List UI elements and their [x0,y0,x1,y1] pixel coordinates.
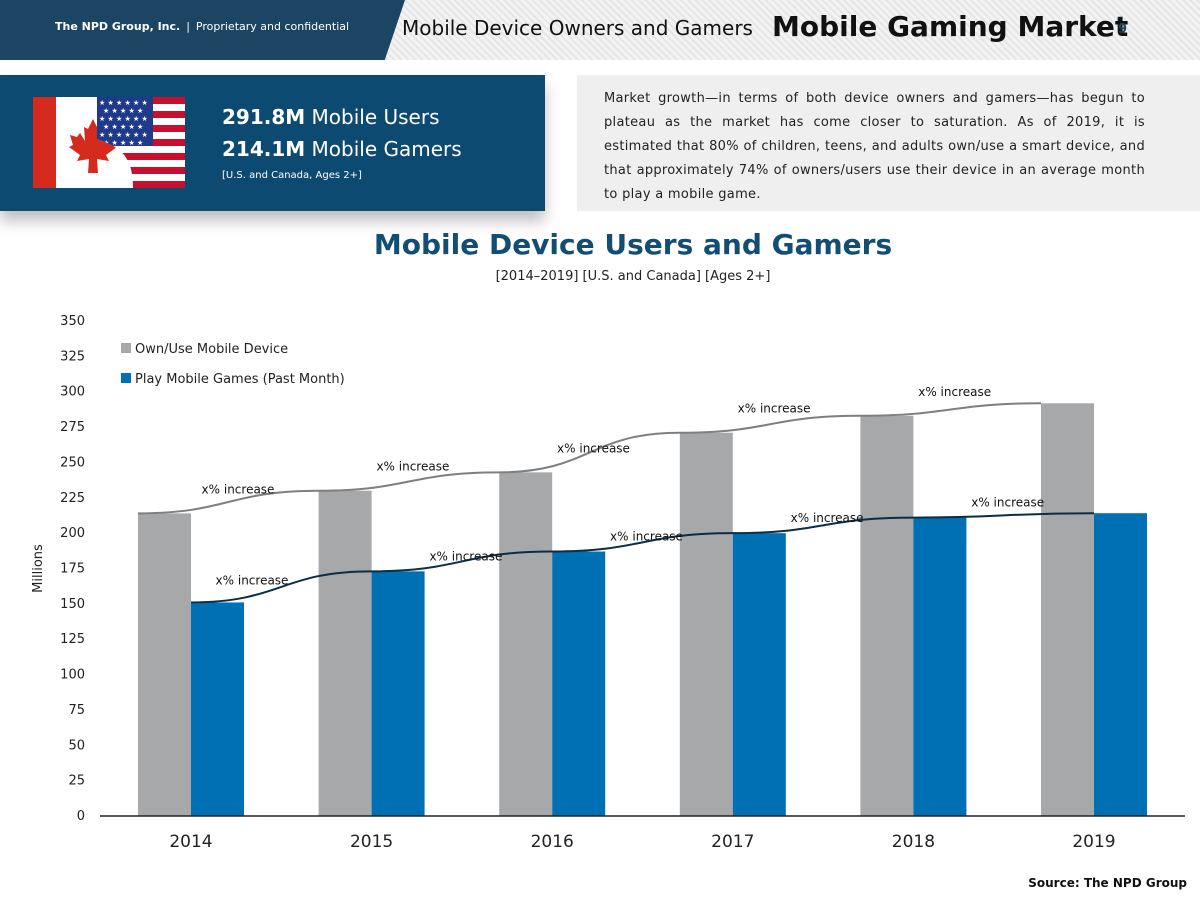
legend-label-gamers: Play Mobile Games (Past Month) [135,372,345,387]
svg-text:★ ★ ★ ★ ★ ★: ★ ★ ★ ★ ★ ★ [99,99,148,107]
legend-swatch-devices [121,343,131,353]
bar-devices-2016 [499,472,553,816]
description-text: Market growth—in terms of both device ow… [604,91,1145,202]
bar-gamers-2018 [913,517,967,816]
mobile-users-label: Mobile Users [311,105,440,129]
bar-gamers-2017 [732,533,786,816]
trend-line-gamers [190,512,1095,604]
header-company-panel [0,0,405,60]
annotation-gamers: x% increase [216,573,289,587]
y-tick-label: 125 [60,632,85,647]
chart-title: Mobile Device Users and Gamers [373,228,893,261]
annotation-devices: x% increase [918,385,991,399]
svg-text:★ ★ ★ ★ ★: ★ ★ ★ ★ ★ [103,123,143,131]
annotation-devices: x% increase [738,402,811,416]
annotation-gamers: x% increase [429,549,502,563]
bar-gamers-2014 [191,602,244,816]
company-line: The NPD Group, Inc. | Proprietary and conf… [55,20,349,33]
x-tick-label: 2016 [531,832,574,852]
confidential-note: Proprietary and confidential [195,20,350,33]
stats-panel: ★ ★ ★ ★ ★ ★ ★ ★ ★ ★ ★ ★ ★ ★ ★ ★ ★ ★ ★ ★ … [0,75,545,211]
y-tick-label: 150 [60,597,85,612]
y-tick-label: 200 [60,526,85,541]
x-tick-label: 2019 [1072,832,1115,852]
description-panel: Market growth—in terms of both device ow… [577,75,1200,211]
mobile-gamers-value: 214.1M [222,137,306,161]
y-tick-label: 300 [60,385,85,400]
legend-label-devices: Own/Use Mobile Device [135,342,288,357]
page-title: Mobile Gaming Market [772,10,1129,43]
separator: | [186,20,190,33]
mobile-gamers-label: Mobile Gamers [311,137,462,161]
annotation-gamers: x% increase [791,511,864,525]
y-tick-label: 25 [68,774,85,789]
bar-devices-2019 [1041,403,1094,816]
annotation-devices: x% increase [376,460,449,474]
mobile-gamers-stat: 214.1M Mobile Gamers [222,137,462,161]
company-name: The NPD Group, Inc. [55,20,181,33]
y-axis-label: Millions [31,544,46,593]
y-tick-label: 350 [60,314,85,329]
y-tick-label: 100 [60,668,85,683]
bar-gamers-2015 [371,571,425,816]
svg-text:★ ★ ★ ★ ★ ★: ★ ★ ★ ★ ★ ★ [99,131,148,139]
chart-subtitle: [2014–2019] [U.S. and Canada] [Ages 2+] [495,269,771,284]
y-tick-label: 175 [60,562,85,577]
stats-note: [U.S. and Canada, Ages 2+] [222,170,362,181]
annotation-gamers: x% increase [610,530,683,544]
svg-text:★ ★ ★ ★ ★: ★ ★ ★ ★ ★ [103,139,143,147]
svg-text:★ ★ ★ ★ ★ ★: ★ ★ ★ ★ ★ ★ [99,115,148,123]
canada-flag-part [33,97,117,188]
x-tick-label: 2015 [350,832,393,852]
us-canada-flag-icon: ★ ★ ★ ★ ★ ★ ★ ★ ★ ★ ★ ★ ★ ★ ★ ★ ★ ★ ★ ★ … [33,97,185,188]
x-tick-label: 2018 [892,832,935,852]
y-tick-label: 250 [60,455,85,470]
y-tick-label: 225 [60,491,85,506]
legend-swatch-gamers [121,373,131,383]
mobile-users-value: 291.8M [222,105,306,129]
source-note: Source: The NPD Group [1028,876,1187,890]
y-tick-label: 275 [60,420,85,435]
x-tick-label: 2017 [711,832,754,852]
trend-line-devices [137,402,1042,515]
section-title: Mobile Device Owners and Gamers [402,16,753,40]
svg-text:★ ★ ★ ★ ★: ★ ★ ★ ★ ★ [103,107,143,115]
bar-devices-2015 [318,490,372,816]
bar-gamers-2019 [1094,513,1147,816]
bar-devices-2017 [679,432,733,816]
x-tick-label: 2014 [169,832,212,852]
annotation-devices: x% increase [557,441,630,455]
bar-devices-2018 [860,415,914,816]
annotation-devices: x% increase [202,482,275,496]
annotation-gamers: x% increase [971,496,1044,510]
y-tick-label: 325 [60,349,85,364]
us-flag-part: ★ ★ ★ ★ ★ ★ ★ ★ ★ ★ ★ ★ ★ ★ ★ ★ ★ ★ ★ ★ … [97,97,185,188]
bar-chart: 0 25 50 75 100 125 150 175 200 225 250 275 300 325 350… [31,314,1185,852]
y-tick-label: 0 [77,809,85,824]
y-tick-label: 50 [68,738,85,753]
mobile-users-stat: 291.8M Mobile Users [222,105,440,129]
bar-devices-2014 [138,513,191,816]
y-tick-label: 75 [68,703,85,718]
bar-gamers-2016 [552,551,606,816]
page-number: 9 [1118,22,1128,37]
